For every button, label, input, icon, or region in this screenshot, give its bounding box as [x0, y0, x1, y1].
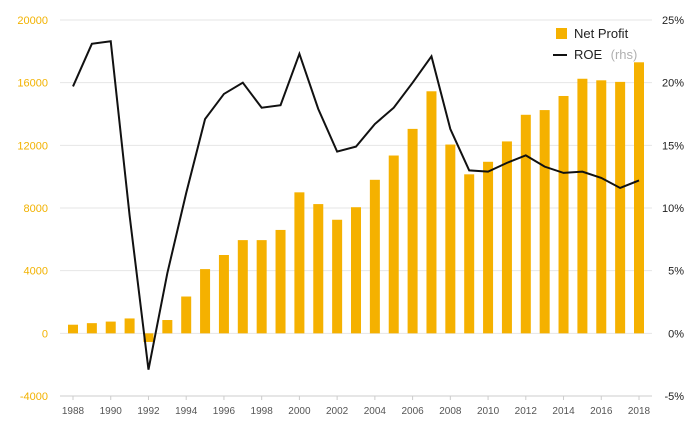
x-tick-label: 2018: [628, 406, 651, 417]
y-tick-left: 0: [42, 328, 48, 340]
y-tick-right: 0%: [668, 328, 684, 340]
bar-net-profit: [596, 80, 607, 334]
y-tick-left: -4000: [20, 391, 48, 403]
bar-net-profit: [445, 144, 456, 334]
x-tick-label: 2002: [326, 406, 349, 417]
bar-net-profit: [407, 128, 418, 334]
bar-net-profit: [124, 318, 135, 334]
x-tick-label: 2012: [515, 406, 538, 417]
y-tick-left: 16000: [17, 78, 48, 90]
x-tick-label: 1992: [137, 406, 160, 417]
x-tick-label: 2000: [288, 406, 311, 417]
legend-label-roe: ROE: [574, 47, 603, 62]
y-tick-right: 5%: [668, 266, 684, 278]
bar-net-profit: [332, 219, 343, 334]
x-tick-label: 2014: [552, 406, 575, 417]
x-tick-label: 1998: [251, 406, 274, 417]
x-tick-label: 1990: [100, 406, 123, 417]
bar-net-profit: [275, 229, 286, 334]
legend-swatch-net-profit: [556, 28, 567, 39]
x-tick-label: 2016: [590, 406, 613, 417]
y-tick-left: 4000: [24, 266, 48, 278]
bar-net-profit: [501, 141, 512, 334]
bar-net-profit: [143, 333, 154, 342]
y-axis-left-ticks: 20000 16000 12000 8000 4000 0 -4000: [17, 15, 48, 403]
bar-net-profit: [426, 91, 437, 334]
bar-net-profit: [86, 323, 97, 334]
bar-net-profit: [162, 320, 173, 334]
bar-net-profit: [313, 204, 324, 334]
y-tick-right: 10%: [662, 203, 684, 215]
bar-net-profit: [615, 81, 626, 334]
bar-net-profit: [256, 240, 267, 334]
x-tick-label: 1996: [213, 406, 236, 417]
net-profit-bars: [68, 62, 644, 342]
bar-net-profit: [634, 62, 644, 334]
bar-net-profit: [181, 296, 192, 334]
y-tick-right: -5%: [664, 391, 684, 403]
legend-label-net-profit: Net Profit: [574, 26, 629, 41]
y-axis-right-ticks: 25% 20% 15% 10% 5% 0% -5%: [662, 15, 684, 403]
y-tick-right: 25%: [662, 15, 684, 27]
bar-net-profit: [464, 174, 475, 334]
x-tick-label: 2004: [364, 406, 387, 417]
x-tick-label: 2006: [401, 406, 424, 417]
bar-net-profit: [68, 324, 78, 334]
bar-net-profit: [237, 240, 248, 334]
bar-net-profit: [105, 321, 116, 334]
x-tick-label: 2008: [439, 406, 462, 417]
x-axis-ticks: 1988 1990 1992 1994 1996 1998 2000 2002 2004 2006…: [62, 396, 651, 417]
y-tick-left: 20000: [17, 15, 48, 27]
bar-net-profit: [200, 269, 211, 334]
bar-net-profit: [539, 110, 550, 334]
y-tick-left: 8000: [24, 203, 48, 215]
bar-net-profit: [369, 179, 380, 334]
x-tick-label: 2010: [477, 406, 500, 417]
x-tick-label: 1994: [175, 406, 198, 417]
y-tick-right: 15%: [662, 140, 684, 152]
bar-net-profit: [577, 78, 588, 334]
bar-net-profit: [520, 114, 531, 334]
bar-net-profit: [483, 161, 494, 334]
bar-net-profit: [351, 207, 361, 334]
legend: Net Profit ROE (rhs): [553, 26, 637, 63]
bar-net-profit: [388, 155, 399, 334]
x-tick-label: 1988: [62, 406, 85, 417]
legend-label-roe-suffix: (rhs): [611, 47, 638, 62]
bar-net-profit: [218, 255, 229, 334]
y-tick-left: 12000: [17, 140, 48, 152]
bar-net-profit: [294, 192, 305, 334]
bar-net-profit: [558, 95, 569, 334]
legend-label-roe-group: ROE (rhs): [574, 46, 637, 63]
roe-line-layer: [72, 40, 640, 370]
y-tick-right: 20%: [662, 78, 684, 90]
